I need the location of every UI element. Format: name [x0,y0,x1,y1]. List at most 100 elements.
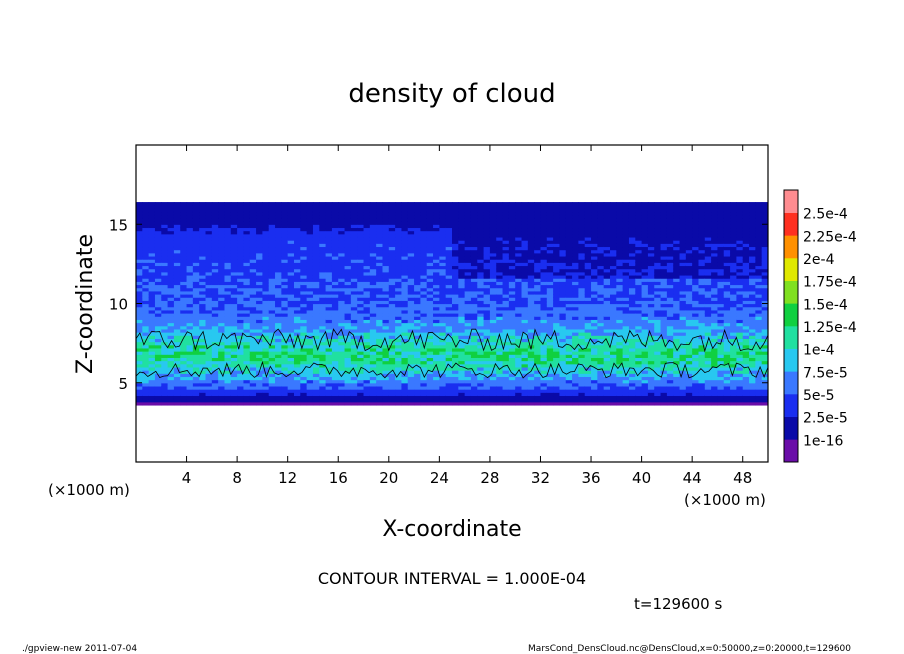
density-cell [388,395,396,400]
density-cell [395,268,403,273]
density-cell [515,236,523,241]
density-cell [167,293,175,298]
density-cell [477,389,485,393]
density-cell [559,271,567,276]
density-cell [148,338,156,343]
density-cell [527,389,535,393]
density-cell [597,325,605,330]
density-cell [414,300,421,305]
density-cell [597,202,605,206]
density-cell [610,230,617,235]
density-cell [521,382,529,387]
density-cell [249,290,257,295]
density-cell [388,293,396,298]
density-cell [591,338,598,343]
density-cell [186,265,194,270]
density-cell [578,230,586,235]
density-cell [230,217,238,222]
density-cell [464,240,472,244]
density-cell [591,230,598,235]
density-cell [142,325,150,330]
density-cell [192,224,200,229]
density-cell [527,268,535,273]
density-cell [559,249,567,254]
density-cell [470,341,478,346]
density-cell [452,341,459,346]
density-cell [515,347,523,352]
density-cell [553,290,561,295]
density-cell [376,335,384,339]
density-cell [439,392,447,397]
density-cell [470,259,478,263]
density-cell [338,259,346,263]
density-cell [192,376,200,381]
density-cell [433,376,440,381]
density-cell [439,243,447,248]
density-cell [357,297,365,301]
density-cell [401,268,409,273]
density-cell [597,382,605,387]
density-cell [325,354,333,358]
density-cell [414,252,421,257]
density-cell [369,366,377,371]
density-cell [508,366,516,371]
density-cell [546,205,554,209]
density-cell [540,252,548,257]
density-cell [565,382,573,387]
density-cell [433,243,440,248]
density-cell [433,385,440,390]
density-cell [306,316,314,320]
density-cell [458,300,466,305]
density-cell [300,214,308,219]
density-cell [395,328,403,333]
density-cell [262,303,270,308]
density-cell [376,360,384,365]
density-cell [610,354,617,358]
density-cell [527,319,535,324]
density-cell [584,271,592,276]
density-cell [268,351,276,355]
density-cell [167,252,175,257]
density-cell [249,351,257,355]
density-cell [433,211,440,216]
density-cell [331,303,339,308]
density-cell [622,300,630,305]
density-cell [325,347,333,352]
density-cell [224,259,232,263]
density-cell [294,290,301,295]
density-cell [331,379,339,384]
density-cell [414,306,421,311]
density-cell [603,376,611,381]
density-cell [211,297,219,301]
density-cell [508,328,516,333]
density-cell [565,306,573,311]
density-cell [401,401,409,406]
density-cell [262,202,270,206]
density-cell [622,227,630,232]
density-cell [534,211,542,216]
density-cell [483,240,491,244]
density-cell [186,306,194,311]
density-cell [515,306,523,311]
density-cell [388,322,396,327]
density-cell [287,401,295,406]
density-cell [477,259,485,263]
density-cell [628,395,636,400]
density-cell [546,287,554,292]
density-cell [211,252,219,257]
density-cell [553,249,561,254]
density-cell [439,373,447,378]
density-cell [382,306,390,311]
density-cell [338,297,346,301]
density-cell [306,236,314,241]
density-cell [243,309,251,314]
density-cell [230,335,238,339]
density-cell [312,389,320,393]
density-cell [382,265,390,270]
density-cell [161,293,169,298]
density-cell [591,347,598,352]
density-cell [287,332,295,336]
density-cell [616,376,624,381]
density-cell [306,227,314,232]
density-cell [148,284,156,289]
